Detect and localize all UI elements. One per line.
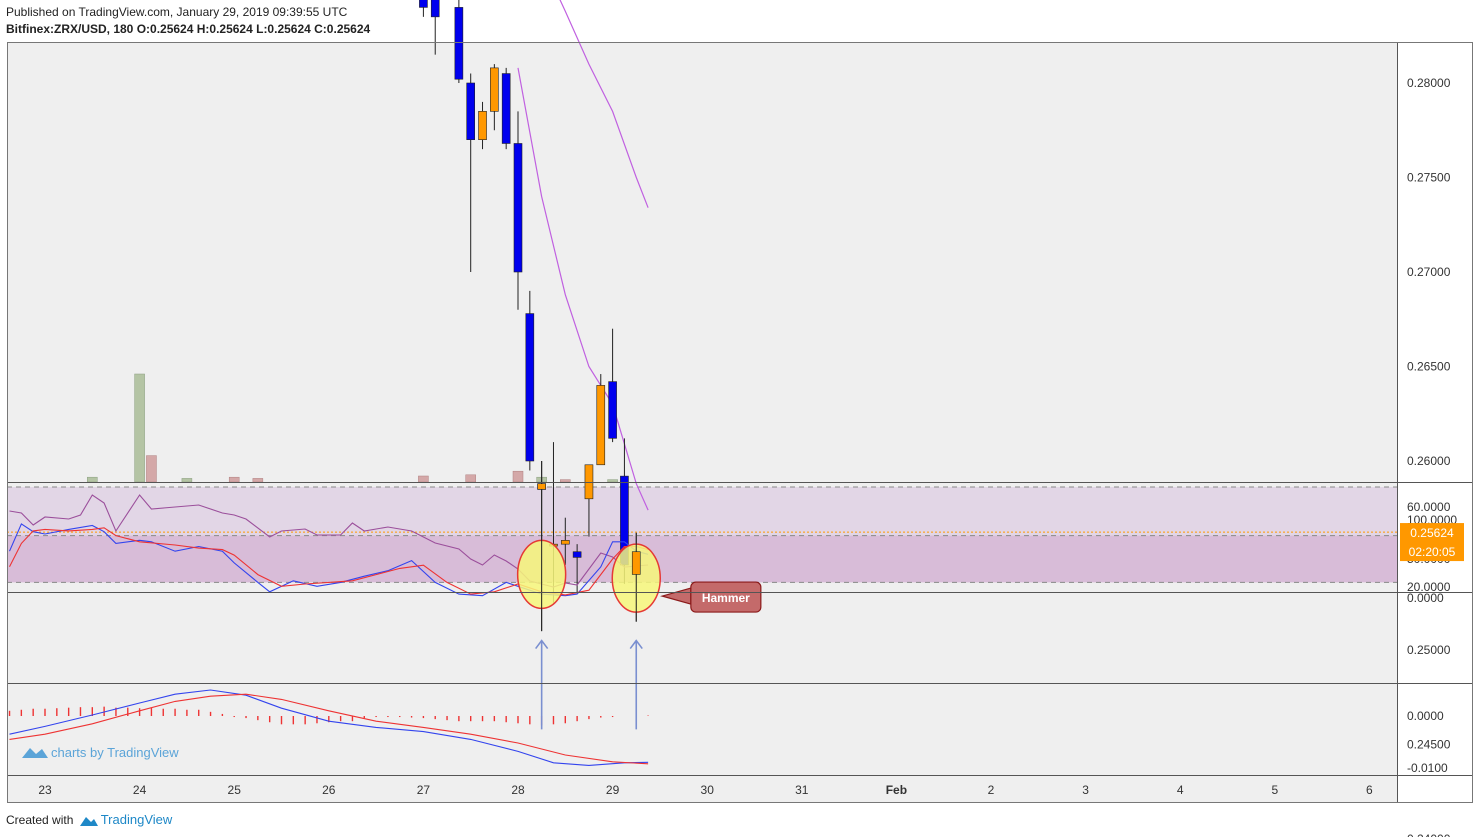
candle[interactable] bbox=[608, 328, 617, 443]
price-badge-countdown: 02:20:05 bbox=[1409, 545, 1456, 559]
volume-bar bbox=[512, 470, 524, 483]
hammer-candle[interactable] bbox=[537, 461, 546, 632]
macd-signal-line bbox=[9, 693, 649, 765]
footer-created-with: Created with bbox=[6, 813, 74, 827]
ma-fast-line bbox=[517, 67, 649, 511]
price-tick-label: 0.27000 bbox=[1407, 265, 1451, 279]
candle-body bbox=[537, 483, 546, 490]
price-tick-label: 0.27500 bbox=[1407, 171, 1451, 185]
price-tick-label: 0.24500 bbox=[1407, 738, 1451, 752]
time-tick-label: 25 bbox=[228, 783, 242, 797]
symbol-ohlc-header: Bitfinex:ZRX/USD, 180 O:0.25624 H:0.2562… bbox=[6, 22, 371, 36]
volume-bar bbox=[181, 478, 193, 483]
macd-tick-label: -0.0100 bbox=[1407, 761, 1448, 775]
price-badge-value: 0.25624 bbox=[1410, 526, 1454, 540]
stoch-band bbox=[7, 535, 1397, 583]
macd-tick-label: 0.0000 bbox=[1407, 709, 1444, 723]
candle[interactable] bbox=[596, 374, 606, 466]
candle-body bbox=[478, 111, 487, 140]
volume-bar bbox=[146, 455, 157, 483]
time-tick-label: 2 bbox=[988, 783, 995, 797]
time-tick-label: 26 bbox=[322, 783, 336, 797]
volume-bar bbox=[607, 479, 618, 483]
published-header: Published on TradingView.com, January 29… bbox=[6, 5, 348, 19]
candle-body bbox=[596, 385, 606, 466]
candle-body bbox=[584, 464, 594, 500]
volume-bar bbox=[465, 474, 476, 483]
time-tick-label: 28 bbox=[511, 783, 525, 797]
candle[interactable] bbox=[478, 101, 487, 150]
volume-bar bbox=[134, 373, 145, 483]
chart-frame bbox=[7, 42, 1473, 803]
price-tick-label: 0.24000 bbox=[1407, 832, 1451, 837]
price-badge-box bbox=[1400, 523, 1464, 562]
time-tick-label: 31 bbox=[795, 783, 809, 797]
callout-box bbox=[690, 581, 762, 613]
time-tick-label: 29 bbox=[606, 783, 620, 797]
time-tick-label: 3 bbox=[1082, 783, 1089, 797]
candle-body bbox=[419, 0, 428, 8]
time-tick-label: 27 bbox=[417, 783, 431, 797]
candle[interactable] bbox=[584, 464, 594, 537]
tradingview-cloud-icon bbox=[22, 748, 48, 758]
price-tick-label: 0.28000 bbox=[1407, 76, 1451, 90]
candle[interactable] bbox=[490, 64, 499, 131]
candle-body bbox=[525, 313, 535, 462]
candle-body bbox=[608, 381, 617, 439]
candle[interactable] bbox=[430, 0, 440, 55]
rsi-tick-label: 20.0000 bbox=[1407, 580, 1451, 594]
macd-line bbox=[9, 689, 649, 766]
candle[interactable] bbox=[466, 73, 476, 272]
footer-brand[interactable]: TradingView bbox=[100, 812, 173, 827]
candle[interactable] bbox=[501, 67, 511, 150]
candle[interactable] bbox=[419, 0, 428, 17]
volume-bar bbox=[87, 476, 98, 483]
candle-body bbox=[430, 0, 440, 18]
candle-body bbox=[466, 82, 476, 141]
time-tick-label: 23 bbox=[38, 783, 52, 797]
candle-body bbox=[454, 7, 464, 80]
price-tick-label: 0.26000 bbox=[1407, 454, 1451, 468]
time-tick-label: 24 bbox=[133, 783, 147, 797]
arrow-up-icon bbox=[535, 639, 549, 730]
candle-body bbox=[560, 540, 570, 545]
current-price-badge: 0.25624 02:20:05 bbox=[1400, 523, 1464, 562]
volume-bar bbox=[418, 475, 429, 483]
time-tick-label: 5 bbox=[1271, 783, 1278, 797]
volume-bar bbox=[560, 479, 571, 483]
volume-bar bbox=[252, 478, 264, 483]
hammer-candle[interactable] bbox=[631, 532, 641, 622]
stoch-k-line bbox=[8, 523, 649, 597]
tradingview-logo-icon bbox=[79, 816, 98, 826]
watermark: charts by TradingView bbox=[22, 745, 179, 760]
volume-bar bbox=[228, 476, 240, 483]
candle[interactable] bbox=[525, 290, 535, 471]
rsi-tick-label: 60.0000 bbox=[1407, 500, 1451, 514]
candle-body bbox=[490, 67, 499, 112]
chart-background bbox=[7, 42, 1397, 803]
candle[interactable] bbox=[454, 0, 464, 83]
time-tick-label: Feb bbox=[886, 783, 907, 797]
stoch-tick-label: 0.0000 bbox=[1407, 591, 1444, 605]
candle[interactable] bbox=[513, 111, 523, 310]
arrow-up-icon bbox=[629, 639, 643, 730]
time-tick-label: 6 bbox=[1366, 783, 1373, 797]
footer: Created with TradingView bbox=[6, 812, 172, 827]
ma-slow-line bbox=[559, 0, 649, 208]
candle-body bbox=[513, 143, 523, 273]
watermark-text: charts by TradingView bbox=[51, 745, 179, 760]
callout-label: Hammer bbox=[702, 591, 750, 605]
time-tick-label: 30 bbox=[701, 783, 715, 797]
time-tick-label: 4 bbox=[1177, 783, 1184, 797]
candle-body bbox=[501, 73, 511, 144]
price-tick-label: 0.26500 bbox=[1407, 360, 1451, 374]
candle[interactable] bbox=[560, 517, 570, 565]
candle-body bbox=[572, 551, 582, 558]
price-tick-label: 0.25000 bbox=[1407, 643, 1451, 657]
candle-body bbox=[631, 551, 641, 575]
